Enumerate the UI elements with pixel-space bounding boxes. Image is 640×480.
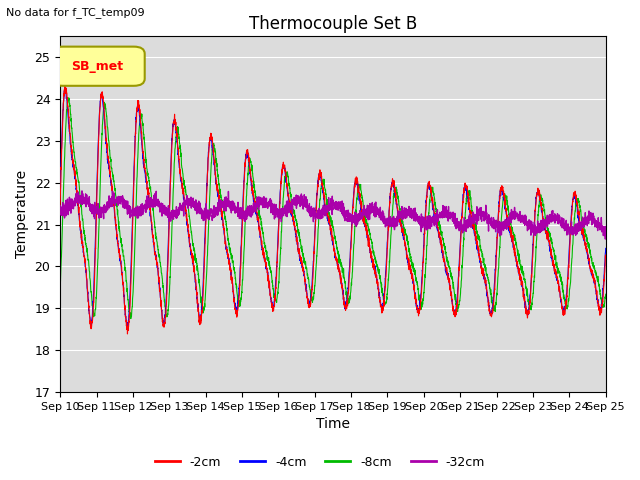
Text: No data for f_TC_temp09: No data for f_TC_temp09 [6, 7, 145, 18]
Text: SB_met: SB_met [71, 60, 124, 72]
Title: Thermocouple Set B: Thermocouple Set B [249, 15, 417, 33]
X-axis label: Time: Time [316, 418, 350, 432]
Legend: -2cm, -4cm, -8cm, -32cm: -2cm, -4cm, -8cm, -32cm [150, 451, 490, 474]
FancyBboxPatch shape [52, 47, 145, 86]
Y-axis label: Temperature: Temperature [15, 170, 29, 258]
